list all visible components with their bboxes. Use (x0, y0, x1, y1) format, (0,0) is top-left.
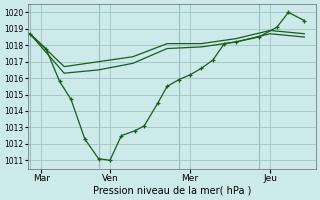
X-axis label: Pression niveau de la mer( hPa ): Pression niveau de la mer( hPa ) (92, 186, 251, 196)
